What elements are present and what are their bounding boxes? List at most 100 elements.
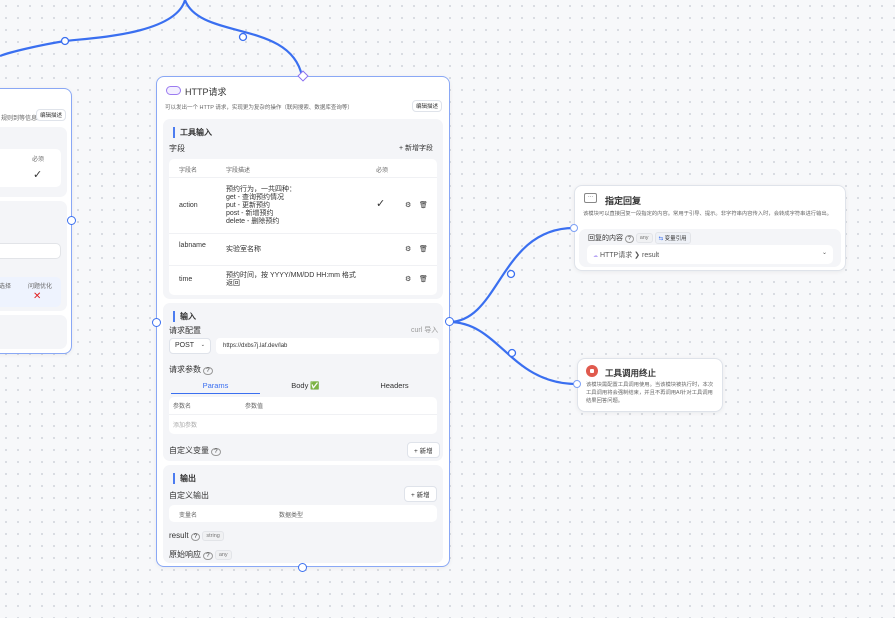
tool-input-section: 工具输入 字段 + 新增字段 字段名 字段描述 必须 action 预约行为，一… [163,119,443,299]
method-select[interactable]: POST ⌄ [169,338,211,354]
http-output-handle[interactable] [445,317,454,326]
desc-line: 返回 [226,280,240,287]
http-bottom-handle[interactable] [298,563,307,572]
output-name: result [169,531,189,541]
desc-line: get - 查询预约情况 [226,194,284,201]
curl-import-button[interactable]: curl 导入 [411,327,439,334]
settings-icon[interactable]: ⚙ [405,202,412,209]
col-header: 字段名 [179,168,198,174]
edge-button [507,348,517,358]
edit-desc-button[interactable]: 编辑描述 [36,109,67,121]
output-item: result ? string [169,531,224,542]
source-select[interactable]: ☁ HTTP请求 ❯ result ⌄ [587,245,833,264]
check-icon: ✓ [33,169,43,181]
desc-line: 预约时间，按 YYYY/MM/DD HH:mm 格式 [226,272,356,279]
node-description: 可以发出一个 HTTP 请求，实现更为复杂的操作（联网搜索、数据库查询等） [165,105,353,111]
type-tag: any [214,549,232,560]
node-title: 指定回复 [605,196,642,206]
fields-label: 字段 [169,144,185,153]
http-input-handle[interactable] [152,318,161,327]
help-icon[interactable]: ? [211,448,221,456]
node-title: 工具调用终止 [605,368,657,378]
tab-headers[interactable]: Headers [380,381,409,390]
variable-icon: ⇆ [658,236,664,242]
section-title: 输入 [173,311,196,322]
settings-icon[interactable]: ⚙ [405,246,412,253]
field-name: action [179,202,198,209]
source-field: result [642,252,660,259]
required-check: ✓ [376,198,386,210]
col-label: 选择 [0,284,12,290]
node-description: 该模块可以直接回复一段指定的内容。常用于引导、提示。非字符串内容传入时，会转成字… [583,211,832,217]
tab-body[interactable]: Body ✅ [291,381,320,390]
x-icon: ✕ [33,291,42,302]
desc-line: delete - 删除预约 [226,218,280,225]
help-icon[interactable]: ? [624,234,634,243]
edit-desc-button[interactable]: 编辑描述 [412,100,443,112]
stop-input-handle[interactable] [573,380,581,388]
left-node[interactable]: 规则到等信息。 编辑描述 必须 ✓ 选择 问题优化 ✕ [0,88,72,354]
help-icon[interactable]: ? [203,367,213,375]
col-header: 参数名 [173,404,192,410]
col-header: 必须 [376,168,389,174]
settings-icon[interactable]: ⚙ [405,276,412,283]
help-icon[interactable]: ? [190,533,201,542]
http-node[interactable]: HTTP请求 可以发出一个 HTTP 请求，实现更为复杂的操作（联网搜索、数据库… [156,70,450,567]
col-header: 字段描述 [226,168,251,174]
stop-node[interactable]: 工具调用终止 该模块需配置工具调用使用。当该模块被执行时，本次工具调用将会强制结… [577,358,723,412]
label-text: 自定义变量 [169,446,209,455]
field-name: labname [179,242,206,249]
table-row: action 预约行为，一共四种： get - 查询预约情况 put - 更新预约 p… [169,177,437,233]
field-desc: 预约行为，一共四种： get - 查询预约情况 put - 更新预约 post - 新… [226,186,296,226]
left-node-output-handle[interactable] [67,216,76,225]
reply-node[interactable]: ··· 指定回复 该模块可以直接回复一段指定的内容。常用于引导、提示。非字符串内… [574,185,846,271]
content-label: 回复的内容 ? any ⇆ 变量引用 [588,232,691,244]
edge-button [60,36,70,46]
reply-input-handle[interactable] [570,224,578,232]
help-icon[interactable]: ? [203,552,213,560]
chevron-down-icon: ⌄ [200,342,205,348]
edge-http-reply [448,226,575,324]
stop-icon [586,365,598,377]
var-ref-button[interactable]: ⇆ 变量引用 [654,232,691,244]
method-value: POST [175,342,195,349]
fields-table: 字段名 字段描述 必须 action 预约行为，一共四种： get - 查询预约情… [169,159,437,295]
custom-var-label: 自定义变量 ? [169,445,221,456]
request-params-label: 请求参数 ? [169,364,213,375]
params-table: 参数名 参数值 添加参数 [169,397,437,434]
col-optimize: 问题优化 [28,284,53,290]
output-table: 变量名 数据类型 [169,505,437,522]
desc-line: 预约行为，一共四种： [226,186,296,193]
type-tag: any [635,233,653,243]
desc-line: put - 更新预约 [226,202,270,209]
field-name: time [179,276,193,283]
trash-icon[interactable]: 🗑 [419,202,428,209]
trash-icon[interactable]: 🗑 [419,276,428,283]
output-name: 原始响应 [169,550,201,559]
source-node: HTTP请求 [599,252,633,259]
custom-output-label: 自定义输出 [169,491,209,500]
input-section: 输入 请求配置 curl 导入 POST ⌄ https://dxbs7j.laf… [163,303,443,461]
add-output-button[interactable]: + 新增 [404,486,437,502]
table-row: time 预约时间，按 YYYY/MM/DD HH:mm 格式 返回 ⚙ 🗑 [169,265,437,295]
chat-bubble-icon: ··· [584,193,597,203]
add-field-button[interactable]: + 新增字段 [399,145,434,152]
var-ref-label: 变量引用 [664,236,687,242]
edge-button [506,269,516,279]
edge-top-left [0,0,187,58]
cloud-http-icon [166,86,181,95]
url-input[interactable]: https://dxbs7j.laf.dev/lab [216,338,439,354]
add-param-input[interactable]: 添加参数 [173,423,198,429]
left-desc: 规则到等信息。 [1,116,44,122]
output-item: 原始响应 ? any [169,549,232,560]
trash-icon[interactable]: 🗑 [419,246,428,253]
col-header: 变量名 [179,513,198,519]
label-text: 请求参数 [169,365,201,374]
col-header: 参数值 [245,404,264,410]
section-title: 工具输入 [173,127,212,138]
edge-http-stop [448,320,578,386]
tab-params[interactable]: Params [171,381,260,394]
col-header: 数据类型 [279,513,304,519]
add-custom-var-button[interactable]: + 新增 [407,442,440,458]
